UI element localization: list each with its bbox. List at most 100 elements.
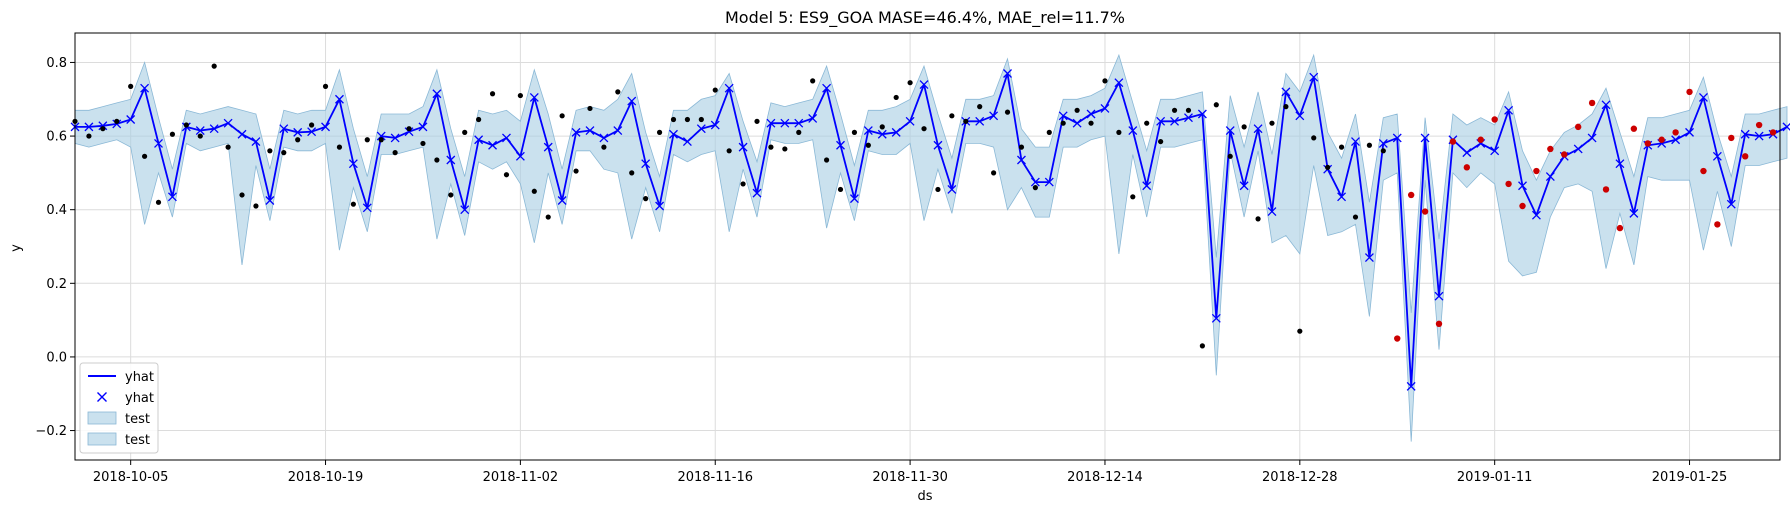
- yhat-marker: [1156, 116, 1166, 126]
- yhat-marker: [905, 116, 915, 126]
- actual-point: [907, 80, 913, 86]
- actual-point: [183, 122, 189, 128]
- chart-title: Model 5: ES9_GOA MASE=46.4%, MAE_rel=11.…: [725, 8, 1125, 28]
- actual-point: [1241, 124, 1247, 130]
- test-actual-point: [1644, 140, 1651, 147]
- yhat-marker: [1225, 126, 1235, 136]
- actual-point: [1074, 107, 1080, 113]
- test-actual-point: [1602, 186, 1610, 193]
- yhat-marker: [1142, 181, 1152, 191]
- yhat-marker: [1239, 181, 1249, 191]
- yhat-marker: [543, 142, 553, 152]
- yhat-marker: [1364, 253, 1374, 263]
- yhat-marker: [1128, 126, 1138, 136]
- actual-point: [322, 83, 329, 89]
- yhat-marker: [98, 121, 108, 131]
- yhat-marker: [446, 155, 456, 165]
- yhat-marker: [1754, 131, 1764, 141]
- actual-point: [1088, 120, 1094, 126]
- actual-point: [587, 105, 593, 112]
- actual-point: [392, 150, 398, 156]
- yhat-marker: [1712, 151, 1722, 161]
- test-actual-point: [1463, 164, 1471, 171]
- yhat-marker: [669, 129, 678, 139]
- yhat-marker: [1573, 144, 1583, 154]
- yhat-marker: [1698, 92, 1708, 102]
- test-actual-point: [1547, 145, 1554, 153]
- test-actual-point: [1491, 116, 1498, 123]
- actual-point: [489, 91, 496, 97]
- actual-point: [629, 170, 635, 176]
- actual-point: [601, 144, 607, 150]
- yhat-marker: [293, 127, 303, 137]
- yhat-marker: [404, 127, 414, 137]
- x-axis-label: ds: [917, 489, 932, 504]
- legend-box: [79, 362, 159, 454]
- actual-point: [364, 137, 370, 143]
- actual-point: [1130, 194, 1136, 200]
- yhat-marker: [195, 126, 205, 136]
- actual-point: [1144, 120, 1150, 126]
- yhat-marker: [1044, 177, 1054, 187]
- test-actual-point: [1588, 99, 1596, 107]
- yhat-marker: [1281, 87, 1291, 97]
- x-tick-label: 2018-12-28: [1262, 470, 1338, 485]
- yhat-marker: [641, 159, 651, 169]
- yhat-marker: [1030, 177, 1040, 187]
- actual-point: [684, 116, 691, 123]
- y-tick-label: 0.2: [46, 277, 67, 292]
- axis-ticks: −0.2 0.0 0.2 0.4 0.6 0.8 2018-10-05 2018-10-19 2…: [35, 56, 1727, 485]
- yhat-marker: [1685, 127, 1694, 137]
- yhat-marker: [279, 124, 289, 134]
- yhat-marker: [1337, 192, 1347, 202]
- yhat-marker: [1295, 111, 1305, 121]
- test-actual-point: [1686, 88, 1693, 96]
- yhat-marker: [1726, 199, 1736, 209]
- yhat-marker: [1114, 78, 1124, 88]
- legend-label: test: [125, 412, 150, 427]
- yhat-marker: [1518, 181, 1527, 191]
- actual-point: [503, 172, 510, 178]
- legend: yhat yhat test test: [79, 362, 159, 454]
- yhat-marker: [1003, 69, 1012, 78]
- actual-point: [350, 201, 356, 207]
- yhat-marker: [1490, 146, 1500, 156]
- actual-point: [1352, 214, 1359, 220]
- yhat-marker: [460, 205, 470, 215]
- yhat-marker: [140, 83, 150, 93]
- yhat-marker: [1253, 124, 1263, 134]
- actual-point: [406, 126, 412, 132]
- actual-point: [1185, 107, 1192, 113]
- actual-point: [517, 92, 523, 99]
- actual-point: [1338, 144, 1345, 150]
- y-axis-label: y: [9, 244, 24, 252]
- actual-point: [1227, 153, 1233, 159]
- yhat-marker: [1434, 291, 1444, 301]
- yhat-marker: [919, 80, 929, 89]
- test-actual-point: [1658, 136, 1665, 143]
- yhat-marker: [390, 133, 400, 143]
- yhat-marker: [877, 129, 887, 139]
- actual-point: [1060, 120, 1066, 126]
- actual-point: [893, 94, 899, 101]
- actual-point: [851, 129, 858, 135]
- actual-point: [670, 116, 677, 123]
- actual-point: [141, 153, 148, 159]
- yhat-marker: [655, 201, 665, 211]
- x-tick-label: 2018-11-30: [872, 470, 948, 485]
- x-tick-label: 2018-10-19: [288, 470, 364, 485]
- yhat-marker: [599, 133, 609, 143]
- yhat-marker: [1100, 104, 1110, 113]
- test-actual-point: [1700, 167, 1707, 175]
- actual-point: [1046, 129, 1052, 135]
- test-actual-point: [1769, 129, 1777, 136]
- test-actual-point: [1519, 202, 1526, 210]
- yhat-marker: [515, 151, 525, 161]
- yhat-marker: [237, 129, 247, 139]
- yhat-marker: [1072, 118, 1082, 128]
- test-actual-point: [1449, 138, 1457, 145]
- actual-point: [267, 148, 273, 154]
- actual-point: [1380, 148, 1386, 154]
- yhat-marker: [362, 203, 372, 213]
